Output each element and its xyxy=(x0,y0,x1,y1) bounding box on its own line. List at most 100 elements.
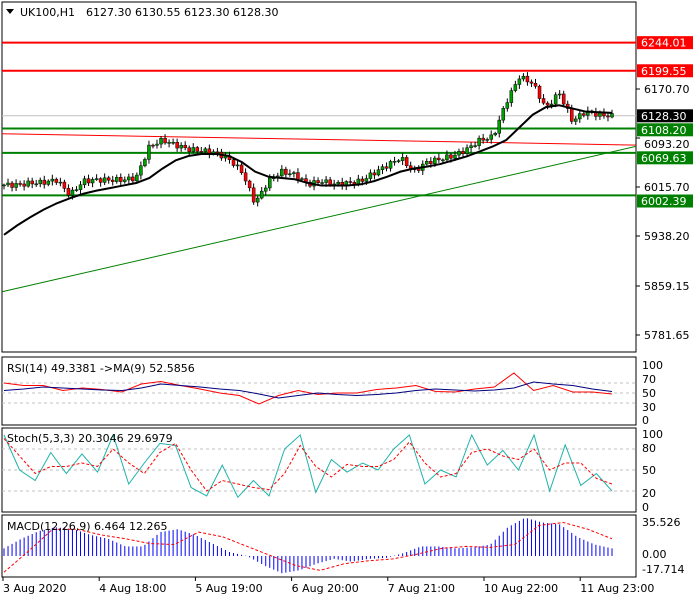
candle xyxy=(42,175,47,189)
candle-body xyxy=(505,102,510,109)
candle xyxy=(380,164,385,174)
candle xyxy=(481,133,485,144)
candle-body xyxy=(465,147,469,154)
collapse-triangle-icon[interactable] xyxy=(6,9,14,14)
candle-body xyxy=(10,182,14,188)
price-tick-label: 6170.70 xyxy=(644,83,690,96)
candle-body xyxy=(429,161,433,164)
axis-tick-label: 35.526 xyxy=(642,516,681,529)
candle-body xyxy=(473,145,477,147)
candle-body xyxy=(453,154,457,159)
axis-tick-label: 70 xyxy=(642,373,656,386)
support-level-label: 6108.20 xyxy=(641,124,687,137)
ohlc-readout: 6127.30 6130.55 6123.30 6128.30 xyxy=(86,6,278,19)
candle-body xyxy=(123,179,127,182)
price-panel xyxy=(1,41,640,336)
series-line-0 xyxy=(3,433,613,499)
candle xyxy=(396,159,401,164)
candle xyxy=(525,72,530,86)
axis-tick-label: 100 xyxy=(642,359,663,372)
axis-tick-label: 0 xyxy=(642,501,649,514)
main-panel-frame xyxy=(1,1,637,353)
candle-body xyxy=(376,169,381,176)
candle-body xyxy=(292,172,296,175)
candle-body xyxy=(235,164,240,167)
candle xyxy=(416,165,421,173)
candle-body xyxy=(231,159,236,166)
candle-body xyxy=(215,151,220,154)
candle-body xyxy=(513,84,518,91)
time-tick-label: 3 Aug 2020 xyxy=(3,582,66,595)
support-level-label: 6069.63 xyxy=(641,152,687,165)
candle-body xyxy=(578,113,582,120)
candle xyxy=(114,174,119,184)
candle-body xyxy=(509,90,514,103)
candle-body xyxy=(163,138,167,144)
price-tick-label: 5938.20 xyxy=(644,230,690,243)
candle-body xyxy=(388,161,393,169)
candle xyxy=(110,175,115,186)
candle xyxy=(119,173,123,186)
candle xyxy=(22,180,26,191)
candle xyxy=(86,174,91,187)
candle xyxy=(521,73,526,82)
candle-body xyxy=(187,147,191,152)
candle-body xyxy=(445,154,449,161)
candle xyxy=(517,75,522,89)
candle-body xyxy=(372,172,377,176)
candle-body xyxy=(34,183,38,186)
candle xyxy=(465,144,469,156)
candle xyxy=(469,142,473,153)
candle xyxy=(493,131,497,137)
candle xyxy=(529,79,534,88)
candle xyxy=(404,155,409,169)
time-tick-label: 10 Aug 22:00 xyxy=(484,582,558,595)
candle xyxy=(90,177,95,188)
candle-body xyxy=(46,180,51,185)
candle-body xyxy=(191,147,195,152)
candle xyxy=(574,116,578,125)
candle xyxy=(304,174,308,187)
candle xyxy=(537,84,542,103)
candle xyxy=(163,134,167,145)
candle xyxy=(445,150,449,162)
candle xyxy=(280,165,284,178)
candle-body xyxy=(54,178,59,183)
candle xyxy=(191,143,195,154)
candle xyxy=(251,183,256,205)
candle-body xyxy=(58,181,63,184)
candle-body xyxy=(259,190,264,199)
candle-body xyxy=(574,118,578,122)
candle xyxy=(123,176,127,184)
candle xyxy=(34,179,38,187)
candle-body xyxy=(392,161,397,163)
candle xyxy=(235,160,240,170)
candle-body xyxy=(416,168,421,171)
candle xyxy=(58,177,63,187)
candle-body xyxy=(167,142,171,144)
axis-tick-label: 80 xyxy=(642,442,656,455)
candle xyxy=(147,140,151,164)
candle xyxy=(243,168,248,185)
candle-body xyxy=(263,187,268,192)
resistance-trendline xyxy=(1,133,637,146)
candle-body xyxy=(533,83,538,87)
candle-body xyxy=(501,108,506,121)
price-tick-label: 6093.20 xyxy=(644,138,690,151)
candle-body xyxy=(267,177,272,189)
candle xyxy=(292,170,296,178)
candle-body xyxy=(90,179,95,184)
candle-body xyxy=(131,176,135,182)
candle-body xyxy=(521,75,526,80)
candle xyxy=(437,153,441,163)
candle-body xyxy=(74,189,79,191)
candle xyxy=(509,87,514,107)
candle xyxy=(473,141,477,148)
candle-body xyxy=(320,182,324,184)
candle xyxy=(376,165,381,177)
candle xyxy=(408,161,413,173)
candle xyxy=(247,179,252,192)
